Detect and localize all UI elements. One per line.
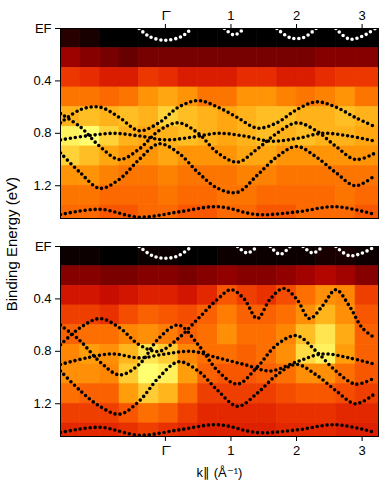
svg-text:0.4: 0.4 (33, 291, 51, 306)
svg-text:1: 1 (227, 8, 234, 23)
html-text:Binding Energy (eV): Binding Energy (eV) (2, 176, 20, 312)
svg-text:1.2: 1.2 (33, 396, 51, 411)
svg-text:0.4: 0.4 (33, 73, 51, 88)
svg-text:3: 3 (358, 443, 365, 458)
svg-text:2: 2 (293, 443, 300, 458)
svg-text:EF: EF (35, 21, 52, 36)
svg-text:2: 2 (293, 8, 300, 23)
svg-text:EF: EF (35, 239, 52, 254)
svg-text:0.8: 0.8 (33, 343, 51, 358)
svg-text:k∥ (Å⁻¹): k∥ (Å⁻¹) (197, 465, 243, 480)
svg-text:1.2: 1.2 (33, 178, 51, 193)
svg-text:Γ̄: Γ̄ (162, 443, 171, 458)
svg-text:0.8: 0.8 (33, 125, 51, 140)
svg-text:3: 3 (358, 8, 365, 23)
svg-text:Γ̄: Γ̄ (162, 8, 171, 23)
svg-text:1: 1 (227, 443, 234, 458)
